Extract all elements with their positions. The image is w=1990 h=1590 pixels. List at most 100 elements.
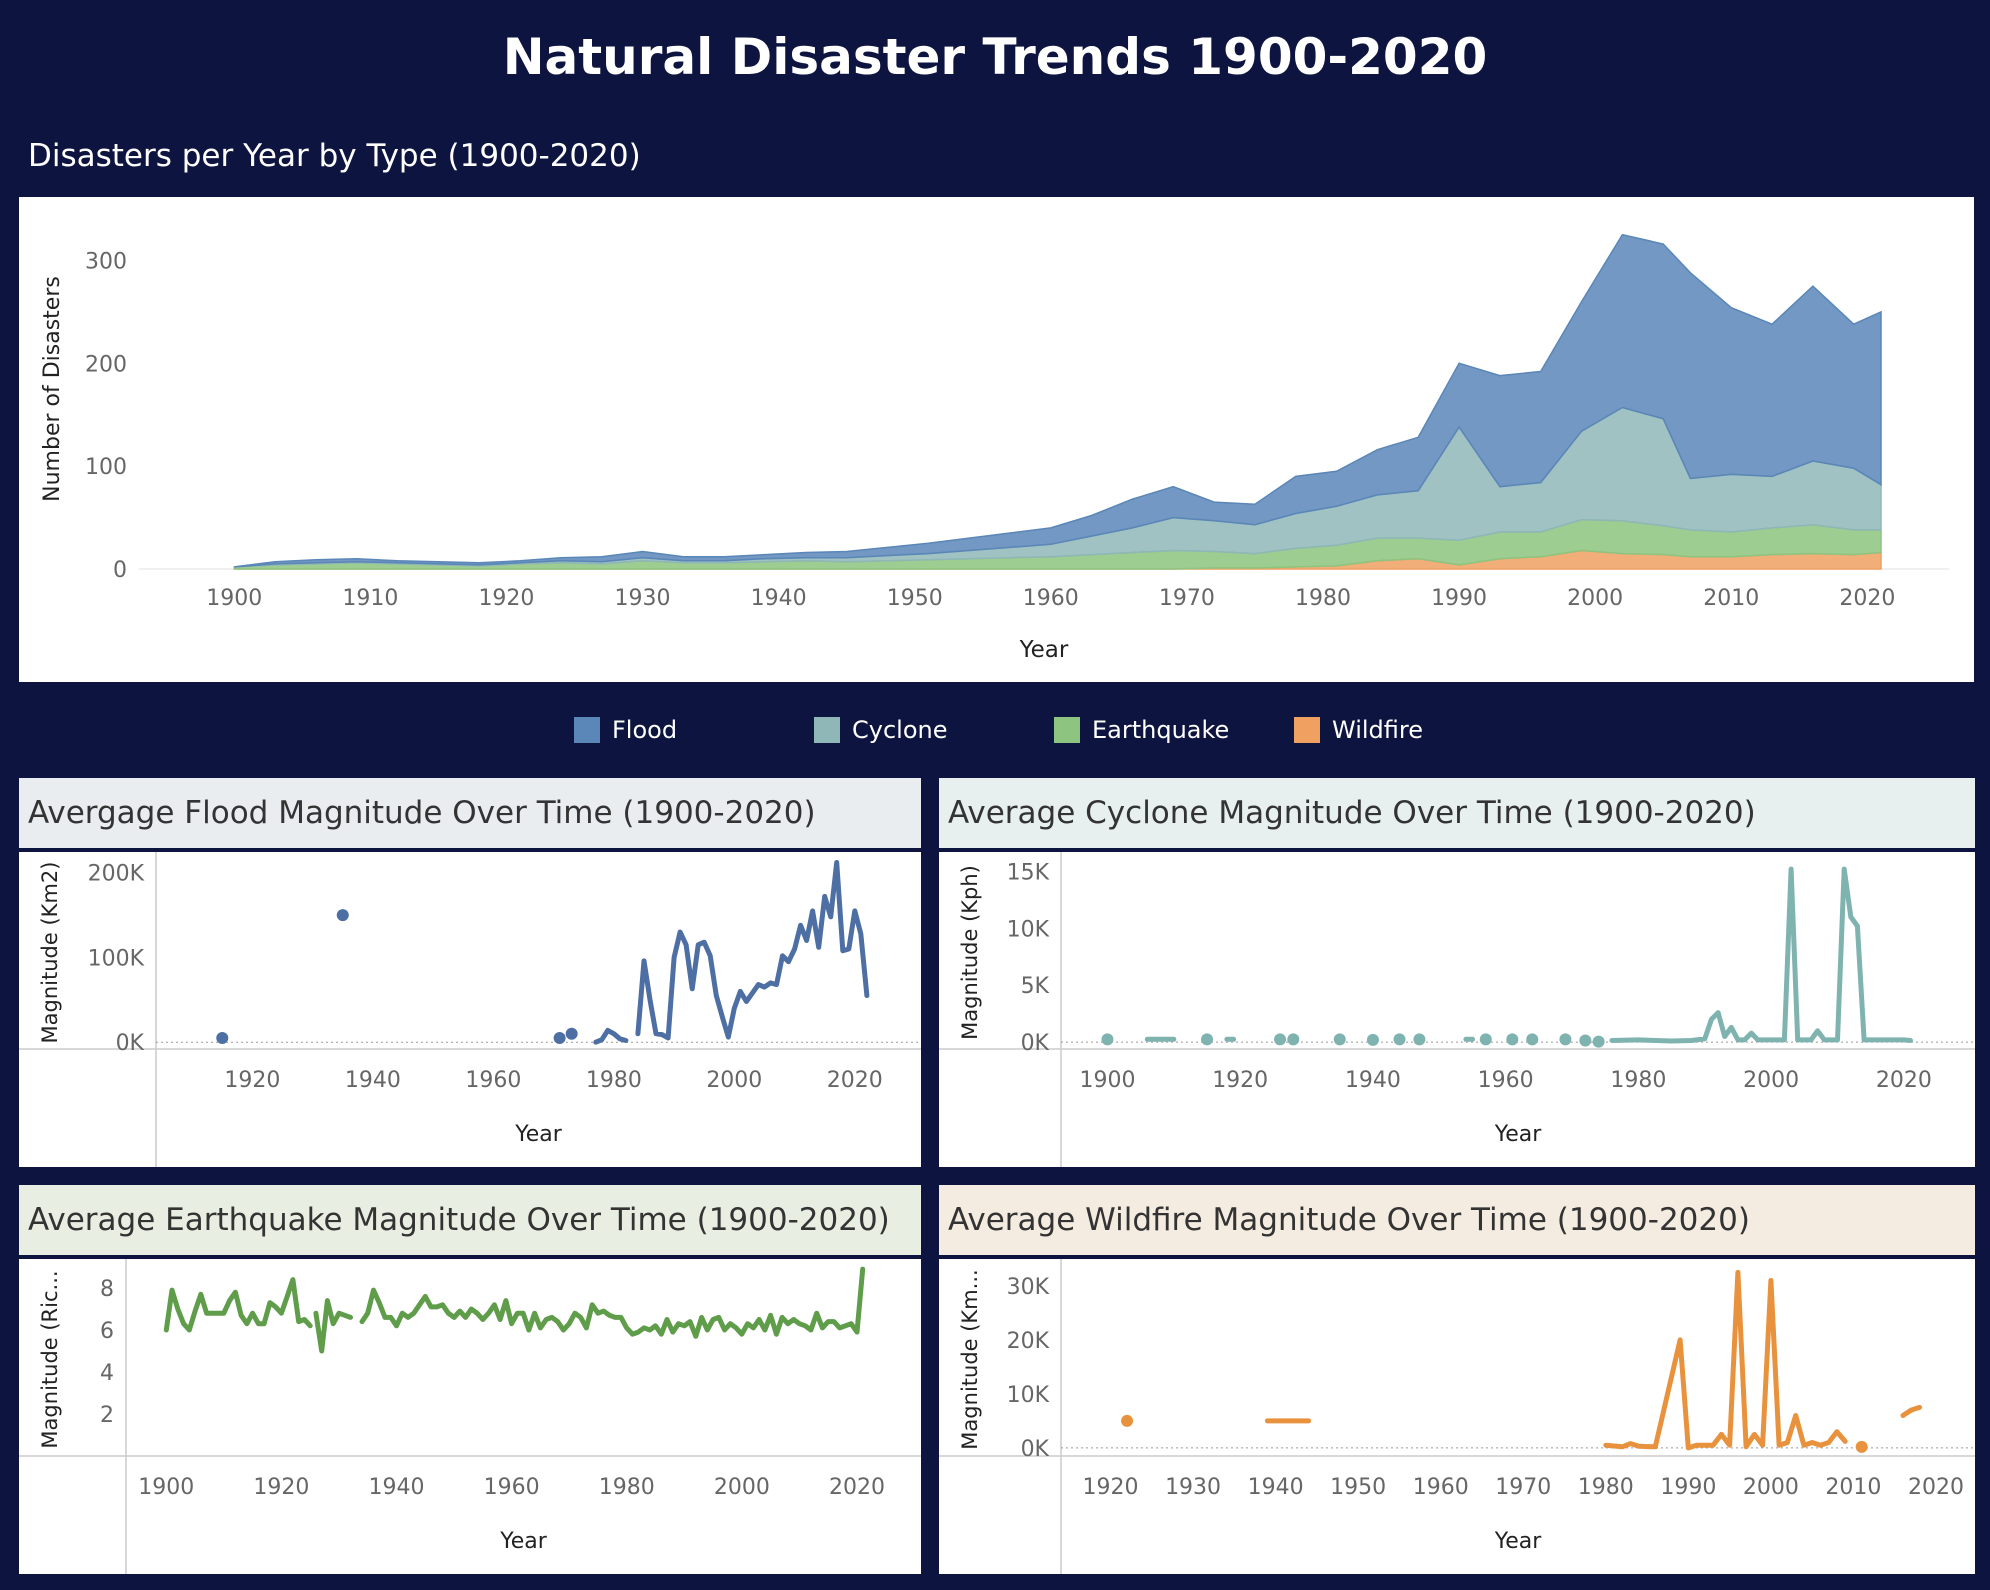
series-line bbox=[1900, 1404, 1922, 1418]
data-point bbox=[1559, 1033, 1572, 1046]
series-line bbox=[359, 1266, 866, 1339]
wildfire-line-chart[interactable]: 0K 10K 20K 30K 1920 1930 1940 1950 1960 1970 1980 1… bbox=[939, 1259, 1975, 1574]
y-axis-title: Magnitude (Km2) bbox=[38, 862, 62, 1044]
x-tick-label: 1920 bbox=[224, 1068, 280, 1093]
y-tick-label: 0K bbox=[1021, 1031, 1050, 1056]
cyclone-panel-header: Average Cyclone Magnitude Over Time (190… bbox=[939, 778, 1975, 848]
data-point bbox=[1393, 1033, 1406, 1046]
y-tick-label: 100 bbox=[85, 455, 127, 480]
data-point bbox=[1506, 1033, 1519, 1046]
x-tick-label: 1990 bbox=[1660, 1475, 1716, 1500]
series-line bbox=[1609, 866, 1913, 1044]
x-tick-label: 1930 bbox=[1165, 1475, 1221, 1500]
data-point bbox=[1201, 1033, 1214, 1046]
data-point bbox=[1526, 1033, 1539, 1046]
data-point bbox=[336, 909, 349, 922]
x-tick-label: 1950 bbox=[887, 586, 943, 611]
x-tick-label: 1970 bbox=[1159, 586, 1215, 611]
x-tick-label: 1980 bbox=[599, 1475, 655, 1500]
y-tick-label: 0K bbox=[116, 1031, 145, 1056]
y-axis-title: Magnitude (Ric... bbox=[38, 1270, 62, 1448]
series-line bbox=[313, 1298, 353, 1354]
x-tick-label: 2020 bbox=[1839, 586, 1895, 611]
y-tick-label: 30K bbox=[1007, 1275, 1050, 1300]
legend-label: Wildfire bbox=[1332, 716, 1423, 744]
x-tick-label: 1900 bbox=[138, 1475, 194, 1500]
data-point bbox=[1101, 1033, 1114, 1046]
stacked-chart-title: Disasters per Year by Type (1900-2020) bbox=[28, 138, 641, 174]
x-tick-label: 1920 bbox=[253, 1475, 309, 1500]
data-point bbox=[1366, 1033, 1379, 1046]
x-tick-label: 2020 bbox=[827, 1068, 883, 1093]
data-point bbox=[1579, 1034, 1592, 1047]
wildfire-panel: 0K 10K 20K 30K 1920 1930 1940 1950 1960 1970 1980 1… bbox=[939, 1259, 1975, 1574]
y-tick-label: 15K bbox=[1007, 860, 1050, 885]
y-tick-label: 200 bbox=[85, 352, 127, 377]
x-tick-label: 1920 bbox=[478, 586, 534, 611]
x-tick-label: 1940 bbox=[369, 1475, 425, 1500]
data-point bbox=[216, 1031, 229, 1044]
x-tick-label: 1900 bbox=[1079, 1068, 1135, 1093]
x-axis-title: Year bbox=[514, 1122, 563, 1147]
area-flood bbox=[234, 233, 1882, 568]
data-point bbox=[1592, 1035, 1605, 1048]
stacked-chart-panel: 0 100 200 300 1900 1910 1920 1930 1940 1950 1960 19… bbox=[19, 197, 1974, 682]
x-tick-label: 2000 bbox=[706, 1068, 762, 1093]
x-tick-label: 1940 bbox=[345, 1068, 401, 1093]
data-point bbox=[553, 1031, 566, 1044]
x-tick-label: 1980 bbox=[1610, 1068, 1666, 1093]
x-tick-label: 1960 bbox=[1023, 586, 1079, 611]
y-tick-label: 6 bbox=[100, 1319, 114, 1344]
x-tick-label: 1980 bbox=[1295, 586, 1351, 611]
x-tick-label: 1900 bbox=[206, 586, 262, 611]
x-tick-label: 1940 bbox=[1248, 1475, 1304, 1500]
legend-item-wildfire[interactable]: Wildfire bbox=[1294, 708, 1423, 752]
y-tick-label: 100K bbox=[88, 946, 145, 971]
x-tick-label: 1980 bbox=[1578, 1475, 1634, 1500]
data-point bbox=[1479, 1033, 1492, 1046]
legend-label: Flood bbox=[612, 716, 678, 744]
x-tick-label: 1930 bbox=[615, 586, 671, 611]
x-tick-label: 2000 bbox=[1743, 1475, 1799, 1500]
flood-line-chart[interactable]: 0K 100K 200K 1920 1940 1960 1980 2000 2020 Year Ma… bbox=[19, 852, 921, 1167]
x-tick-label: 2000 bbox=[714, 1475, 770, 1500]
x-axis-title: Year bbox=[1494, 1122, 1543, 1147]
data-point bbox=[1333, 1033, 1346, 1046]
x-tick-label: 1960 bbox=[1413, 1475, 1469, 1500]
flood-panel: 0K 100K 200K 1920 1940 1960 1980 2000 2020 Year Ma… bbox=[19, 852, 921, 1167]
y-tick-label: 200K bbox=[88, 862, 145, 887]
x-axis-title: Year bbox=[499, 1529, 548, 1554]
x-tick-label: 1980 bbox=[586, 1068, 642, 1093]
stacked-area-chart[interactable]: 0 100 200 300 1900 1910 1920 1930 1940 1950 1960 19… bbox=[19, 197, 1974, 682]
earthquake-line-chart[interactable]: 2 4 6 8 1900 1920 1940 1960 1980 2000 2020 Year Magn… bbox=[19, 1259, 921, 1574]
x-tick-label: 2010 bbox=[1825, 1475, 1881, 1500]
x-axis-title: Year bbox=[1019, 637, 1069, 663]
x-tick-label: 2020 bbox=[1908, 1475, 1964, 1500]
x-tick-label: 2010 bbox=[1703, 586, 1759, 611]
x-tick-label: 1920 bbox=[1083, 1475, 1139, 1500]
legend-swatch bbox=[574, 717, 600, 743]
x-tick-label: 2000 bbox=[1743, 1068, 1799, 1093]
legend-label: Earthquake bbox=[1092, 716, 1230, 744]
cyclone-line-chart[interactable]: 0K 5K 10K 15K 1900 1920 1940 1960 1980 2000 2020 Ye… bbox=[939, 852, 1975, 1167]
legend-item-earthquake[interactable]: Earthquake bbox=[1054, 708, 1229, 752]
legend-item-flood[interactable]: Flood bbox=[574, 708, 677, 752]
y-axis-title: Magnitude (Kph) bbox=[958, 865, 982, 1040]
y-tick-label: 0K bbox=[1021, 1437, 1050, 1462]
x-tick-label: 1960 bbox=[484, 1475, 540, 1500]
y-axis-title: Magnitude (Km... bbox=[958, 1269, 982, 1449]
x-tick-label: 1950 bbox=[1330, 1475, 1386, 1500]
data-point bbox=[1121, 1414, 1134, 1427]
data-point bbox=[1855, 1440, 1868, 1453]
legend-swatch bbox=[814, 717, 840, 743]
x-tick-label: 2000 bbox=[1567, 586, 1623, 611]
legend-swatch bbox=[1294, 717, 1320, 743]
legend-item-cyclone[interactable]: Cyclone bbox=[814, 708, 947, 752]
y-tick-label: 10K bbox=[1007, 917, 1050, 942]
y-tick-label: 5K bbox=[1021, 974, 1050, 999]
series-line bbox=[635, 860, 870, 1041]
x-tick-label: 1920 bbox=[1212, 1068, 1268, 1093]
legend-swatch bbox=[1054, 717, 1080, 743]
x-tick-label: 2020 bbox=[829, 1475, 885, 1500]
y-axis-title: Number of Disasters bbox=[40, 276, 65, 502]
